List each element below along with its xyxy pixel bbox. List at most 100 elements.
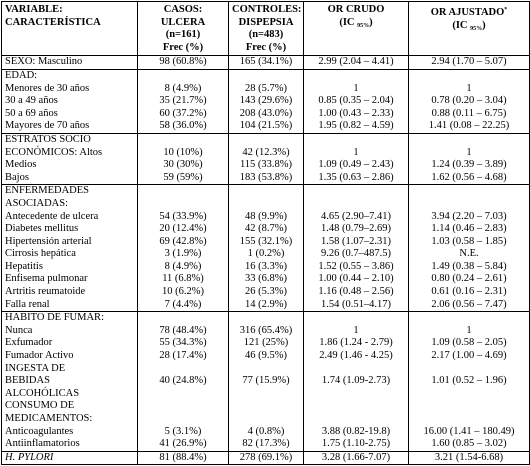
empty-cell <box>228 413 304 426</box>
row-label: Mayores de 70 años <box>1 120 138 134</box>
table-row: Antiinflamatorios 41 (26.9%) 82 (17.3%) 1.7… <box>1 438 530 452</box>
cell: 82 (17.3%) <box>228 438 304 452</box>
header-line: OR CRUDO <box>327 4 385 15</box>
row-label: Falla renal <box>1 298 138 312</box>
table-row: Anticoagulantes 5 (3.1%) 4 (0.8%) 3.88 (0.8… <box>1 425 530 439</box>
cell: 3.28 (1.66-7.07) <box>303 451 409 465</box>
empty-cell <box>137 387 229 401</box>
table-row: HABITO DE FUMAR: <box>1 311 530 325</box>
cell: 1.86 (1.24 - 2.79) <box>303 337 409 351</box>
empty-cell <box>137 197 229 211</box>
row-label: Antiinflamatorios <box>1 438 138 452</box>
table-row: Mayores de 70 años 58 (36.0%) 104 (21.5%) 1… <box>1 120 530 134</box>
cell: 1 <box>303 146 409 160</box>
cell: 98 (60.8%) <box>137 55 229 70</box>
row-label: Diabetes mellitus <box>1 223 138 236</box>
row-label: Medios <box>1 159 138 172</box>
row-label: Fumador Activo <box>1 350 138 363</box>
cell: 1 <box>303 324 409 338</box>
empty-cell <box>408 184 530 198</box>
cell: 104 (21.5%) <box>228 120 304 134</box>
table-row: 30 a 49 años 35 (21.7%) 143 (29.6%) 0.85 (0… <box>1 95 530 108</box>
table-row: Bajos 59 (59%) 183 (53.8%) 1.35 (0.63 – 2.8… <box>1 171 530 185</box>
empty-cell <box>303 400 409 413</box>
header-line: ULCERA <box>160 16 206 28</box>
cell: 183 (53.8%) <box>228 171 304 185</box>
empty-cell <box>408 413 530 426</box>
cell: 3.21 (1.54-6.68) <box>408 451 530 465</box>
table-row: INGESTA DE <box>1 362 530 376</box>
header-subscript: 95% <box>470 25 483 32</box>
row-label: Cirrosis hepática <box>1 248 138 261</box>
header-text: (IC <box>452 19 471 31</box>
table-row: Artritis reumatoide 10 (6.2%) 26 (5.3%) 1.1… <box>1 286 530 299</box>
empty-cell <box>137 133 229 147</box>
header-text: OR AJUSTADO <box>430 7 505 18</box>
cell: 16.00 (1.41 – 180.49) <box>408 425 530 439</box>
row-label: SEXO: Masculino <box>1 55 138 70</box>
cell: 8 (4.9%) <box>137 260 229 274</box>
cell: 41 (26.9%) <box>137 438 229 452</box>
cell: 4 (0.8%) <box>228 425 304 439</box>
cell: 40 (24.8%) <box>137 375 229 388</box>
row-label: Hepatitis <box>1 260 138 274</box>
empty-cell <box>408 387 530 401</box>
table-row: Hipertensión arterial 69 (42.8%) 155 (32.1… <box>1 235 530 249</box>
empty-cell <box>228 362 304 376</box>
table-row: BEBIDAS 40 (24.8%) 77 (15.9%) 1.74 (1.09-2.… <box>1 375 530 388</box>
empty-cell <box>228 311 304 325</box>
table-row: Exfumador 55 (34.3%) 121 (25%) 1.86 (1.24 -… <box>1 337 530 351</box>
cell: 1.09 (0.58 – 2.05) <box>408 337 530 351</box>
empty-cell <box>408 362 530 376</box>
cell: 1.52 (0.55 – 3.86) <box>303 260 409 274</box>
row-label: BEBIDAS <box>1 375 138 388</box>
cell: 9.26 (0.7–487.5) <box>303 248 409 261</box>
row-label: Exfumador <box>1 337 138 351</box>
row-label: ECONÓMICOS: Altos <box>1 146 138 160</box>
table-row: MEDICAMENTOS: <box>1 413 530 426</box>
cell: 42 (12.3%) <box>228 146 304 160</box>
cell: 28 (17.4%) <box>137 350 229 363</box>
header-cell: CASOS: ULCERA (n=161) Frec (%) <box>137 0 229 57</box>
cell: 77 (15.9%) <box>228 375 304 388</box>
table-row: Medios 30 (30%) 115 (33.8%) 1.09 (0.49 – 2.… <box>1 159 530 172</box>
table-section: ESTRATOS SOCIO ECONÓMICOS: Altos 10 (10%) 4… <box>1 133 530 185</box>
cell: 1.60 (0.85 – 3.02) <box>408 438 530 452</box>
header-line: (IC 95%) <box>412 20 526 36</box>
cell: 1 <box>408 324 530 338</box>
cell: 1.01 (0.52 – 1.96) <box>408 375 530 388</box>
cell: 10 (6.2%) <box>137 286 229 299</box>
row-label: Nunca <box>1 324 138 338</box>
empty-cell <box>303 197 409 211</box>
empty-cell <box>408 400 530 413</box>
table-row: Falla renal 7 (4.4%) 14 (2.9%) 1.54 (0.51–4… <box>1 298 530 312</box>
cell: 1.00 (0.43 – 2.33) <box>303 107 409 121</box>
cell: 0.78 (0.20 – 3.04) <box>408 95 530 108</box>
empty-cell <box>137 413 229 426</box>
header-unit: Frec (%) <box>162 41 204 53</box>
empty-cell <box>303 362 409 376</box>
header-superscript: * <box>504 7 508 13</box>
table-row: SEXO: Masculino 98 (60.8%) 165 (34.1%) 2.99… <box>1 55 530 70</box>
empty-cell <box>228 69 304 83</box>
table-section: EDAD: Menores de 30 años 8 (4.9%) 28 (5.7%)… <box>1 69 530 134</box>
table-row: Enfisema pulmonar 11 (6.8%) 33 (6.8%) 1.00 … <box>1 273 530 287</box>
cell: 46 (9.5%) <box>228 350 304 363</box>
cell: 1 <box>303 82 409 96</box>
header-line: (n=483) <box>248 29 284 41</box>
cell: 58 (36.0%) <box>137 120 229 134</box>
empty-cell <box>228 387 304 401</box>
table-row: ENFERMEDADES <box>1 184 530 198</box>
cell: 1.16 (0.48 – 2.56) <box>303 286 409 299</box>
cell: 28 (5.7%) <box>228 82 304 96</box>
cell: 0.61 (0.16 – 2.31) <box>408 286 530 299</box>
cell: 1.00 (0.44 – 2.10) <box>303 273 409 287</box>
row-label: Menores de 30 años <box>1 82 138 96</box>
cell: 69 (42.8%) <box>137 235 229 249</box>
cell: 1.74 (1.09-2.73) <box>303 375 409 388</box>
cell: 78 (48.4%) <box>137 324 229 338</box>
row-label: ESTRATOS SOCIO <box>1 133 138 147</box>
cell: 1.49 (0.38 – 5.84) <box>408 260 530 274</box>
